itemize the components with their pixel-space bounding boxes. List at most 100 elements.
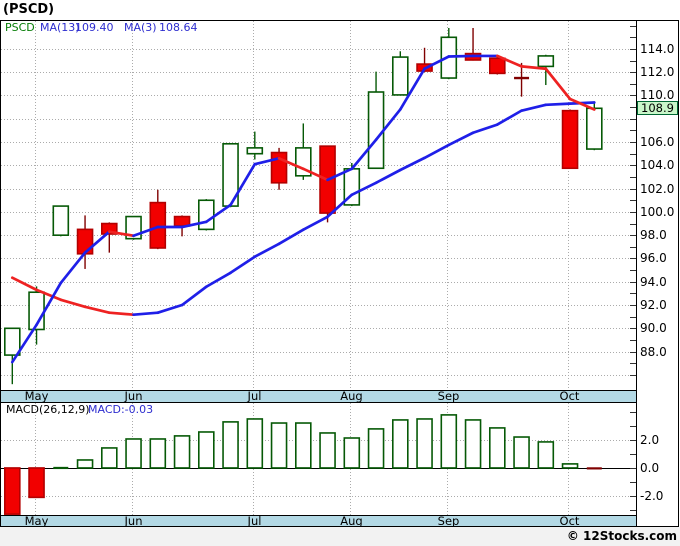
axis-tick: [630, 496, 636, 497]
macd-bar: [125, 438, 142, 469]
macd-plot-svg: [1, 403, 636, 515]
macd-bar: [101, 447, 118, 469]
axis-tick-label: 96.0: [640, 251, 667, 266]
axis-tick-label: 110.0: [640, 88, 675, 103]
macd-bar: [198, 431, 215, 469]
axis-tick: [630, 258, 636, 259]
symbol-label: PSCD: [5, 21, 35, 34]
macd-bar: [246, 418, 264, 469]
axis-tick: [630, 177, 636, 178]
macd-bar: [173, 435, 191, 469]
axis-tick: [630, 305, 636, 306]
axis-tick: [630, 352, 636, 353]
axis-tick: [630, 95, 636, 96]
axis-tick-label: 100.0: [640, 204, 675, 219]
axis-tick: [630, 26, 636, 27]
month-label-jul: Jul: [247, 389, 262, 403]
candle-body: [488, 57, 506, 75]
axis-tick-label: 98.0: [640, 228, 667, 243]
candle-body: [198, 199, 215, 231]
ma13-line: [10, 101, 596, 317]
macd-bar: [488, 427, 506, 469]
month-axis-macd: May Jun Jul Aug Sep Oct: [1, 515, 636, 527]
candle-body: [391, 56, 409, 96]
axis-tick: [630, 235, 636, 236]
macd-bar: [561, 463, 579, 469]
axis-tick-label: 90.0: [640, 321, 667, 336]
axis-tick: [630, 468, 636, 469]
candle-body: [585, 107, 603, 150]
axis-tick-label: 106.0: [640, 135, 675, 150]
axis-tick-label: 104.0: [640, 158, 675, 173]
candle-body: [367, 91, 385, 170]
axis-tick: [630, 107, 636, 108]
candle-body: [294, 147, 312, 177]
month-label-aug: Aug: [340, 389, 363, 403]
axis-tick: [630, 412, 636, 413]
ma3-value: 108.64: [159, 21, 198, 34]
axis-tick: [630, 49, 636, 50]
ma13-label: MA(13): [40, 21, 80, 34]
month-label-sep: Sep: [437, 514, 460, 528]
axis-tick: [630, 510, 636, 511]
axis-tick: [630, 84, 636, 85]
axis-tick: [630, 440, 636, 441]
axis-tick: [630, 119, 636, 120]
axis-tick-label: -2.0: [640, 488, 664, 503]
month-label-jun: Jun: [124, 389, 143, 403]
month-label-oct: Oct: [559, 514, 580, 528]
ma3-line: [10, 54, 596, 364]
candle-body: [101, 222, 118, 235]
axis-tick-label: 112.0: [640, 65, 675, 80]
candle-body: [149, 201, 167, 249]
macd-bar: [537, 441, 555, 469]
macd-bar: [343, 437, 361, 469]
axis-tick: [630, 200, 636, 201]
macd-bar: [294, 422, 312, 469]
axis-tick: [630, 165, 636, 166]
axis-tick: [630, 130, 636, 131]
macd-bar: [76, 459, 94, 469]
macd-bar: [416, 418, 433, 469]
macd-bar: [270, 422, 288, 469]
candle-body: [246, 147, 264, 155]
axis-tick-label: 92.0: [640, 298, 667, 313]
macd-bar: [222, 421, 239, 469]
candle-body: [537, 55, 555, 68]
candle-body: [52, 205, 70, 236]
axis-tick: [630, 375, 636, 376]
axis-tick: [630, 224, 636, 225]
macd-bar: [513, 436, 530, 469]
candle-body: [76, 228, 94, 255]
axis-tick: [630, 142, 636, 143]
candle-body: [3, 327, 21, 356]
footer-strip: [0, 527, 680, 546]
month-label-may: May: [24, 514, 49, 528]
ma3-label: MA(3): [124, 21, 157, 34]
macd-label: MACD(26,12,9): [6, 403, 90, 416]
axis-tick-label: 88.0: [640, 344, 667, 359]
macd-bar: [28, 467, 45, 499]
macd-bar: [440, 414, 458, 469]
axis-tick: [630, 426, 636, 427]
axis-tick: [630, 282, 636, 283]
month-label-may: May: [24, 389, 49, 403]
axis-tick: [630, 293, 636, 294]
macd-bar: [319, 432, 336, 469]
macd-bar: [464, 419, 482, 469]
axis-tick-label: 2.0: [640, 432, 660, 447]
axis-tick-label: 0.0: [640, 460, 660, 475]
macd-value: MACD:-0.03: [88, 403, 154, 416]
axis-tick: [630, 72, 636, 73]
chart-legend: PSCD: [5, 22, 35, 34]
watermark: © 12Stocks.com: [566, 529, 677, 543]
price-chart-canvas: [1, 21, 636, 390]
axis-tick-label: 102.0: [640, 181, 675, 196]
axis-tick: [630, 270, 636, 271]
axis-tick: [630, 212, 636, 213]
page-title: (PSCD): [3, 2, 55, 17]
axis-tick-label: 94.0: [640, 274, 667, 289]
candle-body: [173, 215, 191, 227]
candle-body: [561, 109, 579, 170]
